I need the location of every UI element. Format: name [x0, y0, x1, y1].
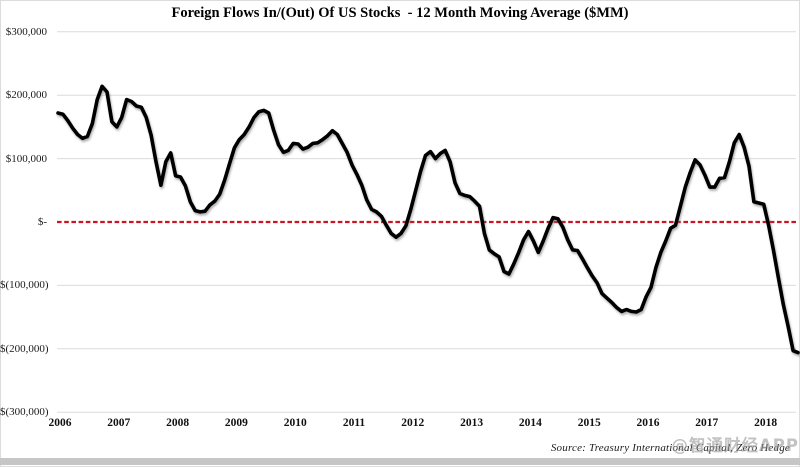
site-watermark: @智通财经APP	[671, 436, 799, 455]
x-axis-label: 2010	[283, 417, 307, 429]
x-axis-label: 2008	[166, 417, 190, 429]
source-attribution: Source: Treasury International Capital, …	[550, 442, 790, 454]
x-axis-label: 2015	[577, 417, 601, 429]
y-axis-label: $(300,000)	[0, 406, 49, 419]
y-axis-label: $200,000	[5, 89, 47, 102]
x-axis-label: 2017	[695, 417, 719, 429]
chart-title: Foreign Flows In/(Out) Of US Stocks - 12…	[171, 5, 629, 21]
x-axis-label: 2006	[48, 417, 72, 429]
x-axis-label: 2009	[224, 417, 248, 429]
x-axis-label: 2013	[460, 417, 484, 429]
data-series-line	[56, 84, 800, 355]
y-axis-label: $(100,000)	[0, 279, 49, 292]
x-axis-label: 2011	[342, 417, 366, 429]
y-axis-label: $300,000	[5, 25, 47, 38]
y-axis-label: $-	[37, 216, 47, 228]
x-axis-label: 2016	[636, 417, 660, 429]
y-axis-label: $(200,000)	[0, 342, 49, 355]
x-axis-label: 2007	[107, 417, 131, 429]
bottom-divider-bar	[0, 458, 800, 465]
x-axis-label: 2014	[518, 417, 542, 429]
x-axis-label: 2012	[401, 417, 425, 429]
x-axis-label: 2018	[754, 417, 778, 429]
y-axis-label: $100,000	[5, 152, 47, 165]
